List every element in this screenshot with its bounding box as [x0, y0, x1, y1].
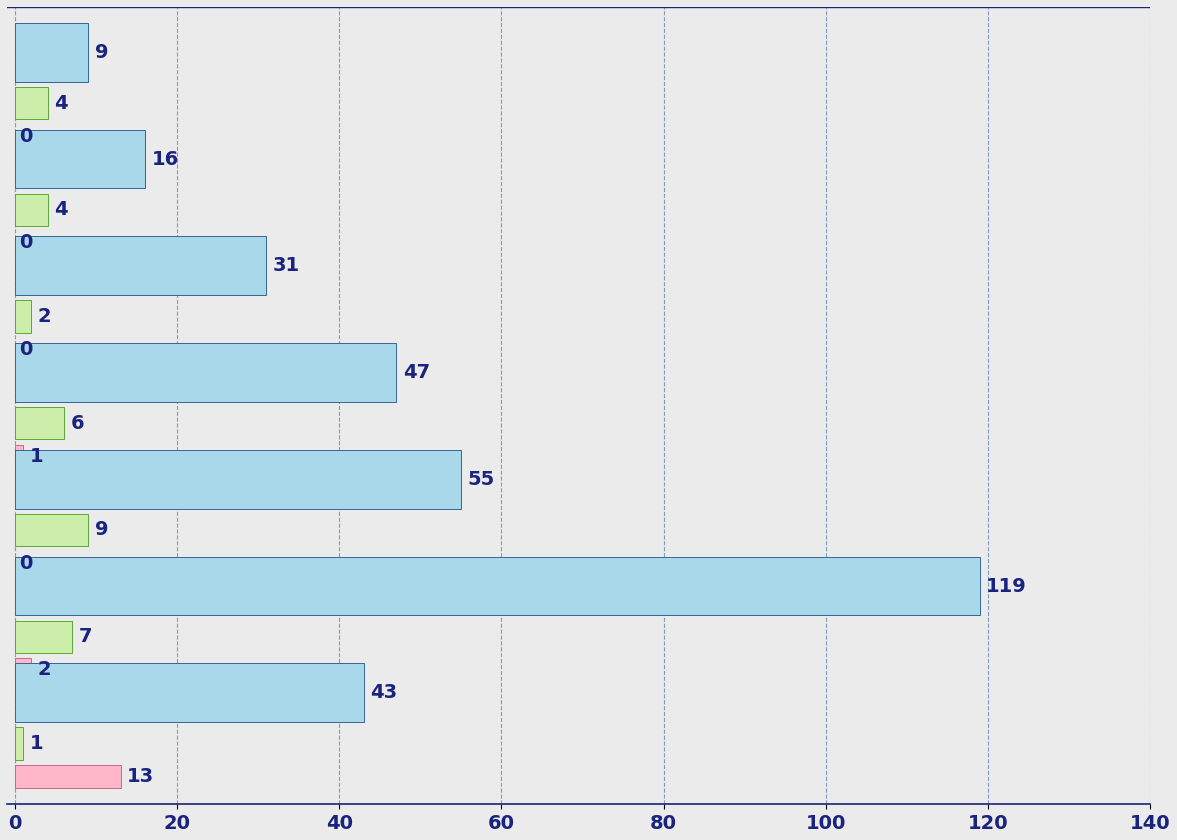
Bar [15, 664, 364, 722]
Text: 0: 0 [19, 234, 33, 252]
Text: 16: 16 [152, 150, 179, 169]
Bar [15, 727, 24, 759]
Text: 43: 43 [371, 683, 398, 702]
Bar [15, 557, 979, 616]
Text: 0: 0 [19, 127, 33, 145]
Text: 4: 4 [54, 93, 68, 113]
Bar [15, 621, 72, 653]
Text: 1: 1 [29, 734, 44, 753]
Bar [15, 344, 397, 402]
Bar [15, 514, 88, 546]
Text: 4: 4 [54, 200, 68, 219]
Text: 6: 6 [71, 414, 84, 433]
Bar [15, 450, 461, 509]
Text: 0: 0 [19, 554, 33, 573]
Bar [15, 129, 145, 188]
Text: 47: 47 [403, 363, 430, 382]
Bar [15, 87, 48, 119]
Text: 31: 31 [273, 256, 300, 276]
Text: 2: 2 [38, 307, 52, 326]
Bar [15, 765, 120, 788]
Text: 119: 119 [986, 576, 1026, 596]
Bar [15, 23, 88, 81]
Text: 55: 55 [467, 470, 494, 489]
Text: 9: 9 [94, 43, 108, 62]
Bar [15, 194, 48, 226]
Bar [15, 658, 32, 681]
Bar [15, 236, 266, 295]
Text: 13: 13 [127, 767, 154, 786]
Text: 0: 0 [19, 340, 33, 359]
Bar [15, 301, 32, 333]
Bar [15, 444, 24, 468]
Text: 7: 7 [79, 627, 92, 646]
Text: 1: 1 [29, 447, 44, 466]
Text: 2: 2 [38, 660, 52, 680]
Text: 9: 9 [94, 521, 108, 539]
Bar [15, 407, 64, 439]
